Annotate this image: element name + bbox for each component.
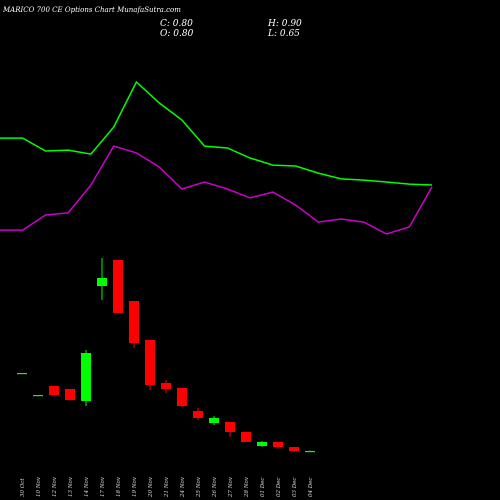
- candle-body: [177, 388, 187, 406]
- x-tick-label: 13 Nov: [68, 476, 74, 497]
- x-tick-label: 10 Nov: [36, 476, 42, 497]
- x-tick-label: 17 Nov: [100, 476, 106, 497]
- candle-body: [113, 260, 123, 313]
- x-tick-label: 03 Dec: [292, 478, 298, 498]
- candle-body: [225, 422, 235, 432]
- x-tick-label: 26 Nov: [212, 476, 218, 498]
- x-tick-label: 27 Nov: [228, 476, 234, 498]
- candle-body: [49, 386, 59, 395]
- open-label: O: 0.80: [160, 29, 194, 39]
- chart-title: MARICO 700 CE Options Chart MunafaSutra.…: [2, 6, 181, 14]
- candle-body: [241, 432, 251, 442]
- x-tick-label: 12 Nov: [52, 476, 58, 497]
- indicator-line: [0, 80, 433, 186]
- candle-body: [17, 373, 27, 375]
- candle-body: [33, 395, 43, 397]
- x-tick-label: 25 Nov: [196, 476, 202, 498]
- candle-body: [209, 418, 219, 423]
- x-tick-label: 21 Nov: [164, 476, 170, 498]
- x-tick-label: 30 Oct: [20, 478, 26, 497]
- candle-body: [129, 301, 139, 343]
- candle-body: [161, 383, 171, 389]
- candle-body: [97, 278, 107, 286]
- candle-body: [289, 447, 299, 451]
- x-tick-label: 14 Nov: [84, 476, 90, 497]
- candle-body: [81, 353, 91, 401]
- indicator-line: [0, 145, 433, 235]
- candle-body: [193, 411, 203, 418]
- x-tick-label: 02 Dec: [276, 478, 282, 498]
- close-label: C: 0.80: [160, 19, 193, 29]
- x-tick-label: 01 Dec: [260, 478, 266, 498]
- high-label: H: 0.90: [267, 19, 302, 29]
- candle-body: [273, 442, 283, 447]
- candle-body: [305, 451, 315, 453]
- x-tick-label: 28 Nov: [244, 476, 250, 498]
- candle-body: [65, 389, 75, 400]
- x-tick-label: 19 Nov: [132, 476, 138, 497]
- candle-body: [145, 340, 155, 385]
- candle-body: [257, 442, 267, 446]
- low-label: L: 0.65: [267, 29, 300, 39]
- x-tick-label: 20 Nov: [148, 476, 154, 498]
- x-tick-label: 18 Nov: [116, 476, 122, 497]
- x-tick-label: 24 Nov: [180, 476, 186, 498]
- x-tick-label: 04 Dec: [308, 478, 314, 498]
